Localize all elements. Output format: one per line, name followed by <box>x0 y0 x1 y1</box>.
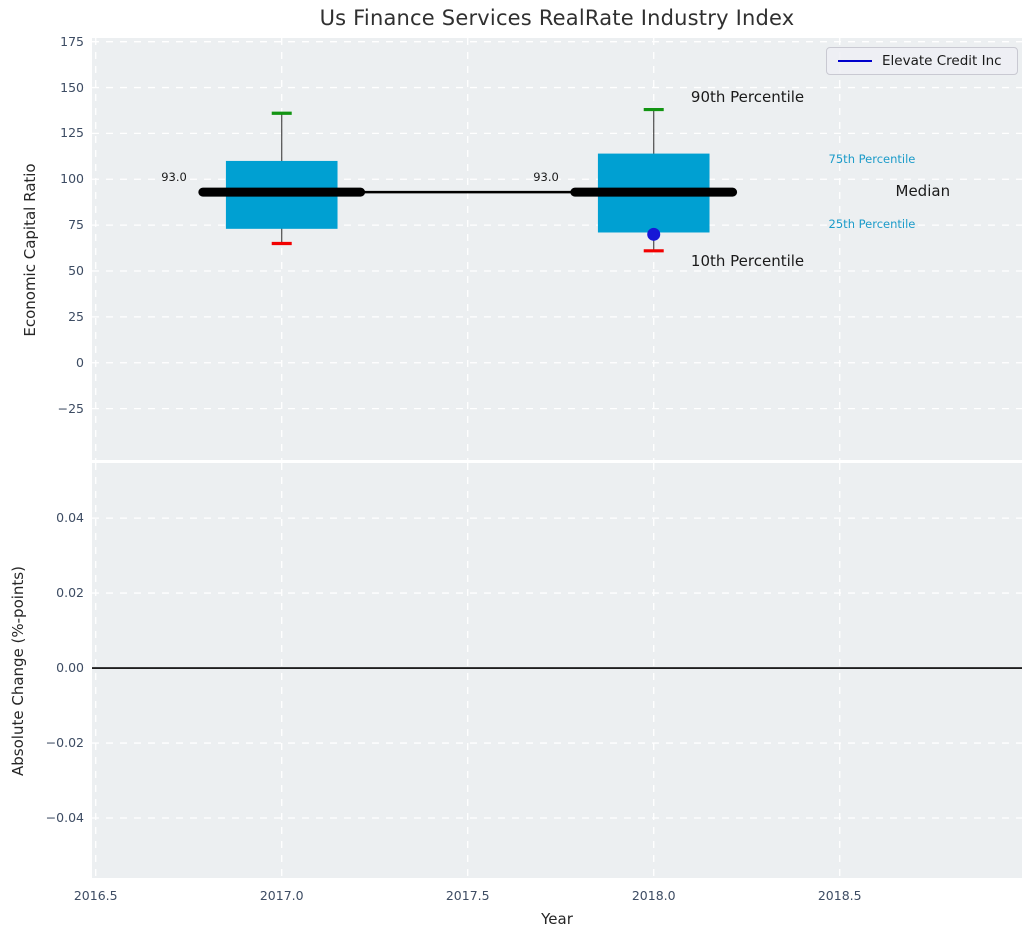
x-tick-label: 2017.5 <box>445 888 490 903</box>
median-value-label: 93.0 <box>533 170 559 184</box>
company-dot <box>647 227 661 241</box>
boxplot-canvas: 93.0 93.0 <box>92 38 1022 460</box>
y-tick-label: 150 <box>60 79 84 95</box>
x-tick-label: 2017.0 <box>259 888 304 903</box>
y-tick-label: 0.04 <box>56 510 84 526</box>
y-tick-label: 0.02 <box>56 585 84 601</box>
legend-line-icon <box>838 60 872 62</box>
change-canvas <box>92 463 1022 878</box>
y-tick-label: 50 <box>68 263 84 279</box>
y-tick-label: 175 <box>60 33 84 49</box>
top-plot-area: 93.0 93.0 <box>92 38 1022 460</box>
y-tick-label: 0 <box>76 354 84 370</box>
annotation-10th-percentile: 10th Percentile <box>690 251 805 270</box>
y-tick-label: −0.04 <box>45 810 84 826</box>
y-tick-label: 125 <box>60 125 84 141</box>
bottom-plot-area <box>92 463 1022 878</box>
annotation-median: Median <box>895 181 951 200</box>
annotation-90th-percentile: 90th Percentile <box>690 88 805 107</box>
legend: Elevate Credit Inc <box>826 47 1018 75</box>
y-tick-label: 25 <box>68 308 84 324</box>
y-tick-label: −0.02 <box>45 735 84 751</box>
y-tick-label: 100 <box>60 171 84 187</box>
y-tick-label: 0.00 <box>56 660 84 676</box>
y-tick-label: 75 <box>68 217 84 233</box>
median-value-label: 93.0 <box>161 170 187 184</box>
x-tick-label: 2016.5 <box>73 888 118 903</box>
annotation-75th-percentile: 75th Percentile <box>828 151 916 166</box>
y-tick-label: −25 <box>57 400 84 416</box>
x-tick-label: 2018.0 <box>631 888 676 903</box>
chart-title: Us Finance Services RealRate Industry In… <box>319 6 795 30</box>
x-axis-label: Year <box>541 910 573 928</box>
annotation-25th-percentile: 25th Percentile <box>828 216 916 231</box>
legend-label: Elevate Credit Inc <box>882 53 1002 69</box>
x-tick-label: 2018.5 <box>817 888 862 903</box>
